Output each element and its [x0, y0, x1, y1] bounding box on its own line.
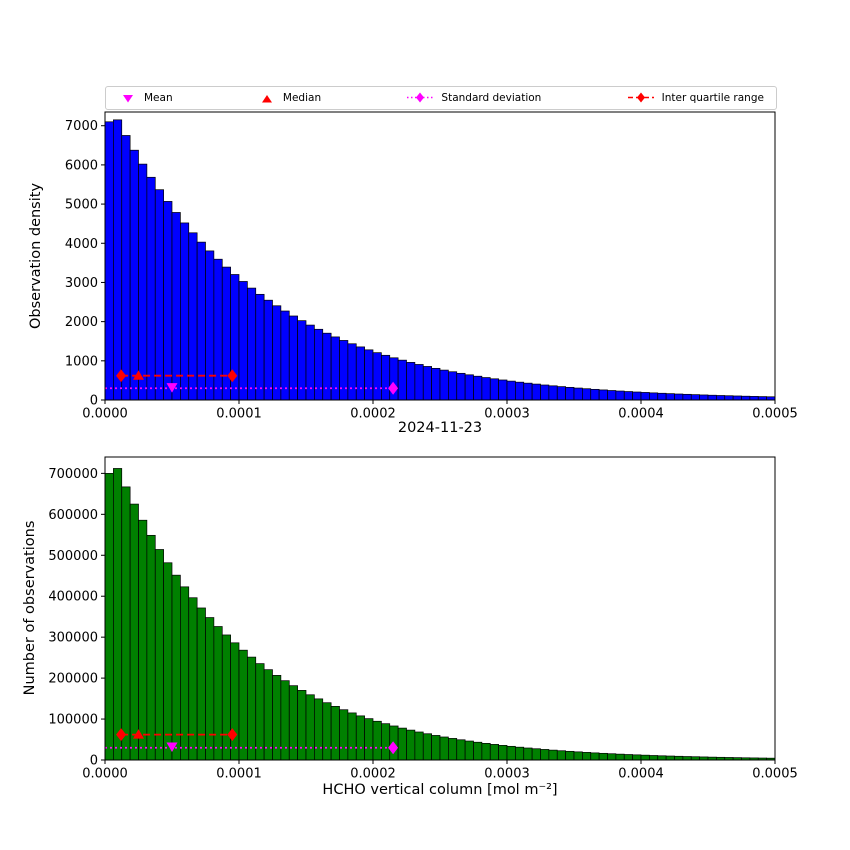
- svg-text:0: 0: [90, 394, 98, 409]
- svg-text:100000: 100000: [48, 713, 98, 728]
- svg-text:0.0005: 0.0005: [752, 767, 798, 782]
- svg-text:700000: 700000: [48, 467, 98, 482]
- legend-label-std: Standard deviation: [441, 92, 542, 104]
- legend: Mean Median Standard deviation: [105, 86, 777, 110]
- svg-text:0.0000: 0.0000: [82, 407, 128, 422]
- legend-item-mean: Mean: [118, 89, 173, 108]
- mean-triangle-down-icon: [118, 89, 138, 108]
- svg-text:6000: 6000: [65, 158, 98, 173]
- svg-text:500000: 500000: [48, 549, 98, 564]
- svg-text:3000: 3000: [65, 276, 98, 291]
- svg-text:5000: 5000: [65, 198, 98, 213]
- date-title: 2024-11-23: [397, 420, 483, 436]
- svg-text:0.0002: 0.0002: [350, 407, 396, 422]
- svg-text:0.0003: 0.0003: [484, 767, 530, 782]
- svg-text:0.0001: 0.0001: [216, 407, 262, 422]
- svg-text:0.0000: 0.0000: [82, 767, 128, 782]
- legend-label-median: Median: [282, 92, 322, 104]
- xlabel-hcho-vertical-column: HCHO vertical column [mol m⁻²]: [322, 782, 558, 798]
- iqr-dashed-line-diamond-icon: [626, 89, 656, 108]
- svg-text:0: 0: [90, 754, 98, 769]
- svg-text:400000: 400000: [48, 590, 98, 605]
- svg-text:0.0004: 0.0004: [618, 767, 664, 782]
- svg-text:1000: 1000: [65, 354, 98, 369]
- svg-text:7000: 7000: [65, 119, 98, 134]
- svg-text:2000: 2000: [65, 315, 98, 330]
- svg-text:300000: 300000: [48, 631, 98, 646]
- legend-label-mean: Mean: [144, 92, 173, 104]
- svg-text:4000: 4000: [65, 237, 98, 252]
- svg-text:0.0004: 0.0004: [618, 407, 664, 422]
- median-triangle-up-icon: [257, 89, 277, 108]
- svg-text:200000: 200000: [48, 672, 98, 687]
- svg-text:0.0002: 0.0002: [350, 767, 396, 782]
- svg-text:600000: 600000: [48, 508, 98, 523]
- svg-text:0.0003: 0.0003: [484, 407, 530, 422]
- svg-text:0.0001: 0.0001: [216, 767, 262, 782]
- ylabel-number-of-observations: Number of observations: [22, 520, 38, 696]
- std-dotted-line-diamond-icon: [405, 89, 435, 108]
- legend-label-iqr: Inter quartile range: [661, 92, 764, 104]
- legend-item-std: Standard deviation: [405, 89, 541, 108]
- legend-item-iqr: Inter quartile range: [626, 89, 764, 108]
- svg-text:0.0005: 0.0005: [752, 407, 798, 422]
- legend-item-median: Median: [257, 89, 321, 108]
- ylabel-observation-density: Observation density: [28, 182, 44, 330]
